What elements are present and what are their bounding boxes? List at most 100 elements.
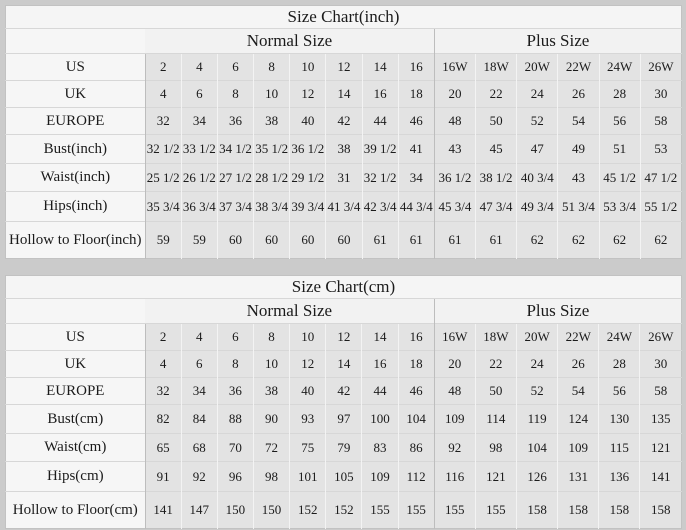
size-cell: 53 <box>639 134 682 164</box>
table-row: EUROPE 32 34 36 38 40 42 44 46 48 50 52 54 56 58 <box>5 377 682 405</box>
size-cell: 155 <box>433 491 476 529</box>
size-cell: 20W <box>515 323 558 351</box>
size-cell: 98 <box>474 433 517 462</box>
table-row: US 2 4 6 8 10 12 14 16 16W 18W 20W 22W 24W 26W <box>5 323 682 351</box>
size-cell: 16 <box>397 323 435 351</box>
size-cell: 6 <box>216 53 254 81</box>
size-cell: 84 <box>180 404 218 434</box>
size-cell: 61 <box>475 221 517 259</box>
size-cell: 8 <box>253 53 290 81</box>
size-cell: 28 1/2 <box>253 163 290 192</box>
size-cell: 24W <box>598 53 641 81</box>
table-row: US 2 4 6 8 10 12 14 16 16W 18W 20W 22W 24W 26W <box>5 53 682 81</box>
size-cell: 101 <box>289 461 326 492</box>
size-cell: 22W <box>557 53 600 81</box>
size-cell: 16W <box>433 323 476 351</box>
size-cell: 54 <box>557 377 599 405</box>
size-cell: 18W <box>474 323 517 351</box>
size-cell: 6 <box>180 80 218 108</box>
row-label: Hollow to Floor(cm) <box>5 491 146 529</box>
table-row: EUROPE 32 34 36 38 40 42 44 46 48 50 52 54 56 58 <box>5 107 682 135</box>
row-label: UK <box>5 80 146 108</box>
size-cell: 54 <box>557 107 600 135</box>
plus-size-header: Plus Size <box>433 298 682 324</box>
size-cell: 150 <box>216 491 254 529</box>
size-cell: 40 <box>289 107 326 135</box>
table-row: Waist(inch) 25 1/2 26 1/2 27 1/2 28 1/2 29 1/… <box>5 163 682 192</box>
size-cell: 40 <box>289 377 326 405</box>
size-cell: 70 <box>216 433 254 462</box>
size-cell: 93 <box>289 404 326 434</box>
size-cell: 158 <box>639 491 682 529</box>
size-cell: 97 <box>325 404 362 434</box>
size-cell: 152 <box>325 491 362 529</box>
size-cell: 62 <box>639 221 682 259</box>
size-cell: 49 <box>557 134 600 164</box>
row-label: EUROPE <box>5 377 146 405</box>
table-title: Size Chart(cm) <box>5 275 682 299</box>
size-cell: 34 <box>180 377 218 405</box>
size-cell: 158 <box>515 491 558 529</box>
corner-cell <box>5 298 146 324</box>
table-row: Hips(cm) 91 92 96 98 101 105 109 112 116 121 126 131… <box>5 461 682 492</box>
size-cell: 26W <box>639 53 682 81</box>
size-cell: 38 <box>325 134 363 164</box>
size-cell: 10 <box>289 53 326 81</box>
size-cell: 150 <box>252 491 290 529</box>
size-cell: 2 <box>144 323 182 351</box>
size-cell: 47 3/4 <box>475 191 517 222</box>
size-cell: 10 <box>252 350 290 378</box>
size-cell: 136 <box>598 461 640 492</box>
size-cell: 32 1/2 <box>144 134 182 164</box>
size-cell: 119 <box>515 404 558 434</box>
size-cell: 22 <box>475 80 517 108</box>
table-row: UK 4 6 8 10 12 14 16 18 20 22 24 26 28 30 <box>5 350 682 378</box>
size-cell: 39 3/4 <box>289 191 326 222</box>
size-cell: 53 3/4 <box>598 191 641 222</box>
row-label: Waist(cm) <box>5 433 146 462</box>
size-cell: 44 <box>361 107 399 135</box>
size-cell: 2 <box>144 53 182 81</box>
size-cell: 56 <box>598 377 640 405</box>
size-cell: 35 3/4 <box>144 191 182 222</box>
size-cell: 45 3/4 <box>433 191 476 222</box>
size-cell: 91 <box>144 461 182 492</box>
size-cell: 8 <box>252 323 290 351</box>
size-cell: 38 <box>253 107 290 135</box>
size-cell: 46 <box>397 377 435 405</box>
size-cell: 20W <box>516 53 558 81</box>
size-cell: 32 1/2 <box>361 163 399 192</box>
size-cell: 22 <box>474 350 517 378</box>
size-cell: 24W <box>598 323 640 351</box>
size-cell: 141 <box>144 491 182 529</box>
size-cell: 26 1/2 <box>180 163 218 192</box>
size-cell: 32 <box>144 377 182 405</box>
size-cell: 4 <box>144 80 182 108</box>
size-cell: 58 <box>639 107 682 135</box>
size-cell: 55 1/2 <box>639 191 682 222</box>
size-cell: 24 <box>516 80 558 108</box>
size-cell: 59 <box>144 221 182 259</box>
size-cell: 4 <box>180 323 218 351</box>
row-label: Hips(cm) <box>5 461 146 492</box>
size-cell: 18W <box>475 53 517 81</box>
size-cell: 61 <box>397 221 435 259</box>
size-cell: 36 1/2 <box>289 134 326 164</box>
size-cell: 65 <box>144 433 182 462</box>
size-cell: 14 <box>325 80 363 108</box>
size-cell: 68 <box>180 433 218 462</box>
corner-cell <box>5 28 146 54</box>
size-cell: 152 <box>289 491 326 529</box>
size-cell: 79 <box>325 433 362 462</box>
size-cell: 61 <box>361 221 399 259</box>
size-cell: 72 <box>252 433 290 462</box>
size-cell: 10 <box>253 80 290 108</box>
size-cell: 60 <box>289 221 326 259</box>
size-cell: 37 3/4 <box>216 191 254 222</box>
size-cell: 52 <box>515 377 558 405</box>
size-cell: 12 <box>325 323 362 351</box>
size-cell: 42 <box>325 377 362 405</box>
size-cell: 50 <box>474 377 517 405</box>
group-header-row: Normal Size Plus Size <box>5 298 682 324</box>
